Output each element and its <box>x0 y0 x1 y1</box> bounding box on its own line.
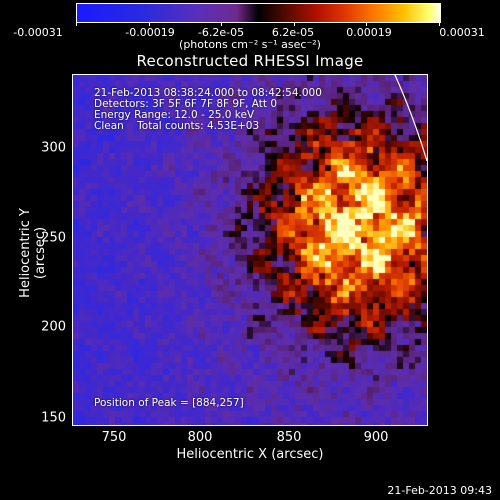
colorbar-ticks: -0.00031 -0.00019 -6.2e-05 6.2e-05 0.000… <box>0 0 500 40</box>
peak-position: Position of Peak = [884,257] <box>94 397 244 409</box>
info-line: Detectors: 3F 5F 6F 7F 8F 9F, Att 0 <box>94 98 278 110</box>
colorbar-units: (photons cm⁻² s⁻¹ asec⁻²) <box>179 38 321 51</box>
x-tick-label: 800 <box>187 430 213 445</box>
limb-line <box>394 75 427 162</box>
y-tick-label: 300 <box>41 140 66 156</box>
image-plot <box>72 74 428 426</box>
info-line: Energy Range: 12.0 - 25.0 keV <box>94 109 255 121</box>
colorbar-tick-label: 0.00019 <box>346 26 392 39</box>
colorbar-tick-label: 0.00031 <box>439 26 485 39</box>
x-axis-label: Heliocentric X (arcsec) <box>176 447 324 462</box>
colorbar-tick-label: -0.00031 <box>13 26 63 39</box>
timestamp: 21-Feb-2013 09:43 <box>387 484 492 497</box>
info-line: Clean Total counts: 4.53E+03 <box>94 120 260 132</box>
x-tick-label: 900 <box>363 430 389 445</box>
x-tick-label: 750 <box>101 430 127 445</box>
colorbar-tick-label: -6.2e-05 <box>197 26 245 39</box>
info-line: 21-Feb-2013 08:38:24.000 to 08:42:54.000 <box>94 87 322 99</box>
y-tick-label: 250 <box>41 230 66 246</box>
colorbar-tick-label: 6.2e-05 <box>271 26 315 39</box>
y-tick-label: 200 <box>41 319 66 335</box>
y-axis-label: Heliocentric Y (arcsec) <box>18 208 48 298</box>
rhessi-image <box>73 75 427 425</box>
plot-title: Reconstructed RHESSI Image <box>136 52 364 70</box>
x-tick-label: 850 <box>276 430 302 445</box>
y-tick-label: 150 <box>41 410 66 426</box>
colorbar <box>76 3 441 23</box>
colorbar-tick-label: -0.00019 <box>125 26 175 39</box>
